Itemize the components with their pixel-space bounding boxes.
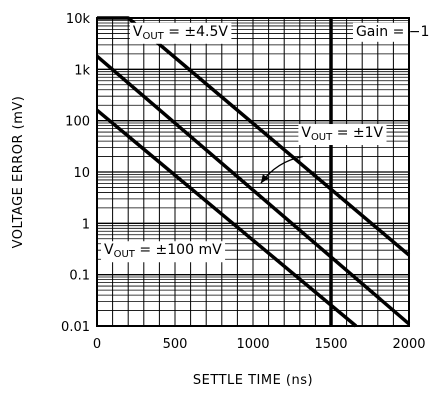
- x-tick-label: 500: [163, 337, 188, 352]
- x-tick-label: 0: [93, 337, 101, 352]
- annotation: Gain = −1: [352, 22, 433, 42]
- annotation: VOUT = ±1V: [298, 124, 387, 146]
- annotation-text: VOUT = ±4.5V: [133, 24, 229, 42]
- annotation: VOUT = ±100 mV: [101, 241, 226, 263]
- annotation-value: = ±4.5V: [164, 24, 229, 40]
- annotation-background: [129, 22, 232, 44]
- annotation-symbol: V: [133, 24, 143, 40]
- tick-labels: 0.01 0.1 1 10 100 1k 10k 0 500 1000 1500 2000: [61, 12, 426, 352]
- annotation-background: [352, 22, 433, 42]
- annotation-arrowhead: [260, 174, 269, 184]
- x-tick-label: 1500: [314, 337, 347, 352]
- y-tick-label: 1k: [74, 63, 90, 78]
- annotation-text: VOUT = ±1V: [301, 125, 383, 143]
- annotation-symbol: V: [301, 125, 311, 141]
- annotation-value: = ±100 mV: [135, 242, 222, 258]
- x-tick-label: 1000: [236, 337, 269, 352]
- y-tick-label: 100: [65, 115, 90, 130]
- annotation-subscript: OUT: [142, 31, 164, 42]
- annotation-text: Gain = −1: [356, 24, 429, 40]
- y-axis-label: VOLTAGE ERROR (mV): [11, 96, 26, 249]
- grid: [97, 18, 409, 326]
- y-tick-label: 0.01: [61, 320, 90, 335]
- series-line: [95, 54, 411, 326]
- series-line: [95, 108, 358, 328]
- annotation-value: = ±1V: [332, 125, 383, 141]
- annotation-text: VOUT = ±100 mV: [104, 242, 222, 260]
- y-tick-label: 1: [82, 217, 90, 232]
- annotation: VOUT = ±4.5V: [129, 22, 232, 44]
- x-tick-label: 2000: [392, 337, 425, 352]
- annotation-subscript: OUT: [311, 132, 333, 143]
- annotation-symbol: V: [104, 242, 114, 258]
- annotation-subscript: OUT: [114, 249, 136, 260]
- y-tick-label: 10k: [66, 12, 91, 27]
- y-tick-label: 0.1: [69, 269, 90, 284]
- annotation-background: [298, 124, 387, 146]
- plot-frame: [96, 17, 410, 327]
- x-axis-label: SETTLE TIME (ns): [193, 373, 313, 388]
- y-tick-label: 10: [73, 166, 90, 181]
- annotation-background: [101, 241, 226, 263]
- annotation-value: Gain = −1: [356, 24, 429, 40]
